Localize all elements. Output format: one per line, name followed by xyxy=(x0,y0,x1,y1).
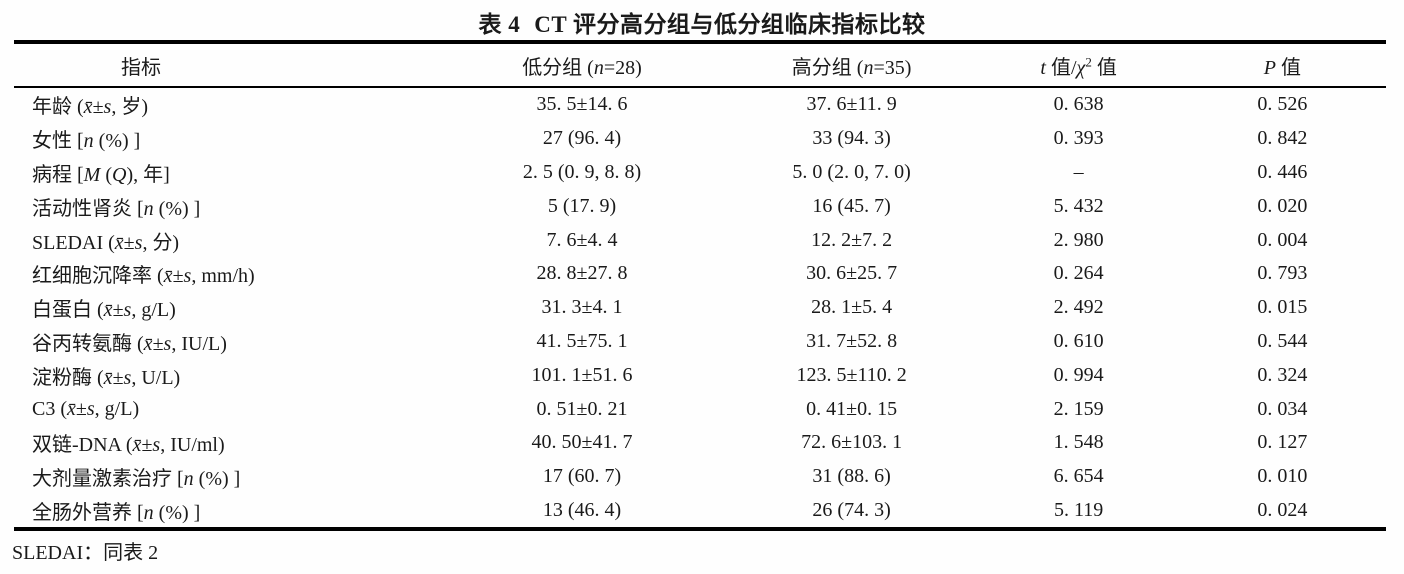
table-row: 年龄 (x̄±s, 岁) 35. 5±14. 6 37. 6±11. 9 0. 638… xyxy=(14,87,1386,122)
high-group-cell: 28. 1±5. 4 xyxy=(811,296,893,319)
indicator-label: 双链-DNA (x̄±s, IU/ml) xyxy=(32,434,225,457)
column-header-low-group: 低分组 (n=28) xyxy=(439,42,725,88)
low-group-cell: 27 (96. 4) xyxy=(542,127,622,150)
header-row: 指标 低分组 (n=28) 高分组 (n=35) t 值/χ2 值 P 值 xyxy=(14,42,1386,88)
table-row: 大剂量激素治疗 [n (%) ] 17 (60. 7) 31 (88. 6) 6. 6… xyxy=(14,460,1386,494)
table-row: 淀粉酶 (x̄±s, U/L) 101. 1±51. 6 123. 5±110. 2… xyxy=(14,358,1386,392)
table-title: 表 4 CT 评分高分组与低分组临床指标比较 xyxy=(0,5,1404,39)
p-value-cell: 0. 024 xyxy=(1257,498,1308,521)
p-value-cell: 0. 004 xyxy=(1257,228,1308,251)
high-group-cell: 37. 6±11. 9 xyxy=(806,93,897,116)
table-row: SLEDAI (x̄±s, 分) 7. 6±4. 4 12. 2±7. 2 2. 98… xyxy=(14,223,1386,257)
p-value-cell: 0. 127 xyxy=(1257,431,1308,454)
table-row: 女性 [n (%) ] 27 (96. 4) 33 (94. 3) 0. 393 0. … xyxy=(14,122,1386,156)
p-value-cell: 0. 324 xyxy=(1257,363,1308,386)
indicator-label: 淀粉酶 (x̄±s, U/L) xyxy=(32,366,181,389)
low-group-cell: 0. 51±0. 21 xyxy=(536,397,628,420)
table-footnote: SLEDAI：同表 2 xyxy=(12,542,159,564)
low-group-cell: 40. 50±41. 7 xyxy=(531,431,633,454)
indicator-label: 全肠外营养 [n (%) ] xyxy=(32,501,201,524)
high-group-cell: 26 (74. 3) xyxy=(812,498,891,521)
table-number: 表 4 xyxy=(478,12,521,37)
table-body: 年龄 (x̄±s, 岁) 35. 5±14. 6 37. 6±11. 9 0. 638… xyxy=(14,87,1386,529)
low-group-cell: 7. 6±4. 4 xyxy=(546,228,618,251)
p-value-cell: 0. 793 xyxy=(1257,262,1308,285)
indicator-label: SLEDAI (x̄±s, 分) xyxy=(32,231,180,254)
statistic-cell: 0. 610 xyxy=(1053,329,1104,352)
statistic-cell: 0. 264 xyxy=(1053,262,1104,285)
low-group-cell: 28. 8±27. 8 xyxy=(536,262,628,285)
statistic-cell: 2. 159 xyxy=(1053,397,1104,420)
indicator-label: C3 (x̄±s, g/L) xyxy=(32,397,140,420)
indicator-label: 谷丙转氨酶 (x̄±s, IU/L) xyxy=(32,332,227,355)
statistic-cell: 2. 492 xyxy=(1053,296,1104,319)
indicator-label: 女性 [n (%) ] xyxy=(32,130,141,153)
low-group-cell: 101. 1±51. 6 xyxy=(531,363,633,386)
high-group-cell: 16 (45. 7) xyxy=(812,194,891,217)
indicator-label: 红细胞沉降率 (x̄±s, mm/h) xyxy=(32,265,255,288)
p-value-cell: 0. 842 xyxy=(1257,127,1308,150)
p-value-cell: 0. 010 xyxy=(1257,465,1308,488)
statistic-cell: 0. 994 xyxy=(1053,363,1104,386)
column-header-high-group: 高分组 (n=35) xyxy=(724,42,979,88)
p-value-cell: 0. 446 xyxy=(1257,160,1308,183)
statistic-cell: 5. 119 xyxy=(1054,498,1104,521)
table-row: 红细胞沉降率 (x̄±s, mm/h) 28. 8±27. 8 30. 6±25. … xyxy=(14,257,1386,291)
p-value-cell: 0. 034 xyxy=(1257,397,1308,420)
table-title-text: CT 评分高分组与低分组临床指标比较 xyxy=(534,12,926,37)
table-row: 双链-DNA (x̄±s, IU/ml) 40. 50±41. 7 72. 6±10… xyxy=(14,426,1386,460)
column-header-statistic: t 值/χ2 值 xyxy=(978,42,1179,88)
statistic-cell: – xyxy=(1073,160,1084,183)
high-group-cell: 31 (88. 6) xyxy=(812,465,891,488)
low-group-cell: 35. 5±14. 6 xyxy=(536,93,628,116)
statistic-cell: 2. 980 xyxy=(1053,228,1104,251)
high-group-cell: 31. 7±52. 8 xyxy=(806,329,898,352)
indicator-label: 大剂量激素治疗 [n (%) ] xyxy=(32,468,241,491)
indicator-label: 白蛋白 (x̄±s, g/L) xyxy=(32,299,176,322)
low-group-cell: 13 (46. 4) xyxy=(542,498,622,521)
clinical-indicators-table: 指标 低分组 (n=28) 高分组 (n=35) t 值/χ2 值 P 值 年龄… xyxy=(14,40,1386,532)
statistic-cell: 0. 638 xyxy=(1053,93,1104,116)
column-header-p-value: P 值 xyxy=(1178,42,1386,88)
p-value-cell: 0. 544 xyxy=(1257,329,1308,352)
high-group-cell: 12. 2±7. 2 xyxy=(811,228,893,251)
statistic-cell: 1. 548 xyxy=(1053,431,1104,454)
high-group-cell: 72. 6±103. 1 xyxy=(801,431,903,454)
high-group-cell: 123. 5±110. 2 xyxy=(796,363,907,386)
p-value-cell: 0. 526 xyxy=(1257,93,1308,116)
high-group-cell: 0. 41±0. 15 xyxy=(806,397,898,420)
low-group-cell: 5 (17. 9) xyxy=(547,194,617,217)
table-row: 谷丙转氨酶 (x̄±s, IU/L) 41. 5±75. 1 31. 7±52. 8… xyxy=(14,325,1386,359)
column-header-indicator: 指标 xyxy=(14,42,440,88)
high-group-cell: 5. 0 (2. 0, 7. 0) xyxy=(792,160,911,183)
indicator-label: 年龄 (x̄±s, 岁) xyxy=(32,96,149,119)
high-group-cell: 33 (94. 3) xyxy=(812,127,891,150)
statistic-cell: 5. 432 xyxy=(1053,194,1104,217)
low-group-cell: 31. 3±4. 1 xyxy=(541,296,623,319)
table-header: 指标 低分组 (n=28) 高分组 (n=35) t 值/χ2 值 P 值 xyxy=(14,42,1386,88)
p-value-cell: 0. 020 xyxy=(1257,194,1308,217)
statistic-cell: 0. 393 xyxy=(1053,127,1104,150)
table-row: 活动性肾炎 [n (%) ] 5 (17. 9) 16 (45. 7) 5. 432 0… xyxy=(14,189,1386,223)
indicator-label: 活动性肾炎 [n (%) ] xyxy=(32,197,201,220)
table-row: C3 (x̄±s, g/L) 0. 51±0. 21 0. 41±0. 15 2. 1… xyxy=(14,392,1386,426)
low-group-cell: 41. 5±75. 1 xyxy=(536,329,628,352)
indicator-label: 病程 [M (Q), 年] xyxy=(32,163,170,186)
low-group-cell: 17 (60. 7) xyxy=(542,465,622,488)
low-group-cell: 2. 5 (0. 9, 8. 8) xyxy=(522,160,642,183)
statistic-cell: 6. 654 xyxy=(1053,465,1104,488)
table-row: 全肠外营养 [n (%) ] 13 (46. 4) 26 (74. 3) 5. 119… xyxy=(14,494,1386,530)
p-value-cell: 0. 015 xyxy=(1257,296,1308,319)
high-group-cell: 30. 6±25. 7 xyxy=(806,262,898,285)
table-row: 病程 [M (Q), 年] 2. 5 (0. 9, 8. 8) 5. 0 (2. 0… xyxy=(14,156,1386,190)
table-row: 白蛋白 (x̄±s, g/L) 31. 3±4. 1 28. 1±5. 4 2. 49… xyxy=(14,291,1386,325)
